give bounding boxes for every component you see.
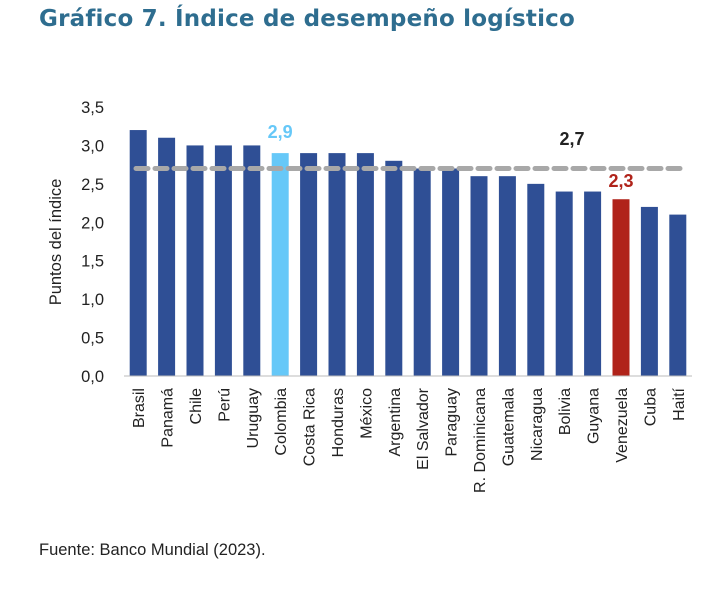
y-tick-label: 0,5 xyxy=(81,330,104,348)
y-tick-label: 2,5 xyxy=(81,176,104,194)
chart-title: Gráfico 7. Índice de desempeño logístico xyxy=(39,6,576,32)
bar-costa-rica xyxy=(300,153,318,376)
x-tick-label: Colombia xyxy=(273,388,290,456)
x-tick-label: Perú xyxy=(216,388,233,422)
source-note: Fuente: Banco Mundial (2023). xyxy=(39,541,266,559)
bar-hait- xyxy=(669,214,687,376)
bar-nicaragua xyxy=(527,183,545,376)
x-tick-label: El Salvador xyxy=(415,387,432,469)
bar-argentina xyxy=(385,160,403,376)
data-label: 2,3 xyxy=(608,171,633,191)
bar-r-dominicana xyxy=(470,176,488,376)
data-label: 2,9 xyxy=(268,122,293,142)
x-tick-label: Venezuela xyxy=(614,388,631,463)
y-tick-label: 2,0 xyxy=(81,214,104,232)
bar-guatemala xyxy=(498,176,516,376)
x-tick-label: Uruguay xyxy=(245,388,262,448)
bar-per- xyxy=(214,145,232,376)
y-tick-label: 3,0 xyxy=(81,137,104,155)
bar-m-xico xyxy=(356,153,374,376)
y-tick-label: 1,5 xyxy=(81,253,104,271)
x-tick-label: Haití xyxy=(671,387,688,420)
x-tick-label: Bolivia xyxy=(557,388,574,435)
reference-line-label: 2,7 xyxy=(559,129,584,149)
bar-uruguay xyxy=(243,145,261,376)
bar-brasil xyxy=(129,130,147,376)
bar-panam- xyxy=(158,137,176,376)
y-axis-label: Puntos del índice xyxy=(47,179,65,306)
bar-colombia xyxy=(271,153,289,376)
x-tick-label: Guatemala xyxy=(500,388,517,466)
x-tick-label: Argentina xyxy=(387,388,404,457)
bar-paraguay xyxy=(442,168,460,376)
x-tick-label: R. Dominicana xyxy=(472,388,489,493)
bar-honduras xyxy=(328,153,346,376)
x-tick-label: Paraguay xyxy=(444,388,461,457)
x-tick-label: Nicaragua xyxy=(529,388,546,461)
y-tick-label: 1,0 xyxy=(81,291,104,309)
x-tick-label: Honduras xyxy=(330,388,347,457)
y-tick-label: 0,0 xyxy=(81,368,104,386)
x-tick-label: México xyxy=(358,388,375,439)
x-tick-label: Guyana xyxy=(586,388,603,444)
x-tick-label: Chile xyxy=(188,388,205,425)
x-tick-label: Panamá xyxy=(160,388,177,448)
y-tick-label: 3,5 xyxy=(81,99,104,117)
x-tick-label: Brasil xyxy=(131,388,148,428)
bar-venezuela xyxy=(612,199,630,376)
bar-cuba xyxy=(640,206,658,376)
bar-el-salvador xyxy=(413,168,431,376)
bar-guyana xyxy=(584,191,602,376)
x-tick-label: Cuba xyxy=(642,388,659,426)
bar-bolivia xyxy=(555,191,573,376)
x-tick-label: Costa Rica xyxy=(302,388,319,466)
bar-chile xyxy=(186,145,204,376)
